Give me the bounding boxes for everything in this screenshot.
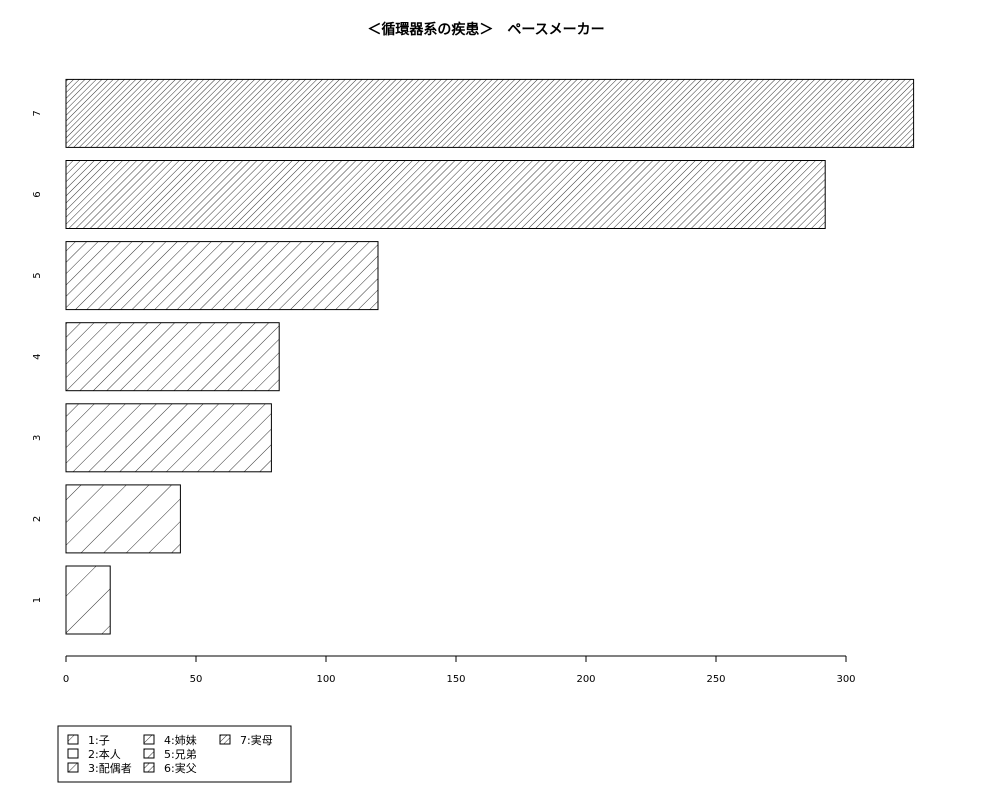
y-tick-label: 2 (32, 516, 43, 522)
legend-label: 2:本人 (88, 747, 121, 761)
bar-1 (65, 565, 111, 635)
x-axis: 0 50 100 150 200 250 300 (63, 655, 856, 685)
bar-6 (65, 160, 826, 229)
legend-label: 5:兄弟 (164, 748, 197, 761)
y-tick-label: 1 (32, 597, 43, 603)
legend-label: 6:実父 (164, 761, 197, 775)
x-tick-label: 200 (576, 674, 595, 685)
bar-5 (65, 241, 379, 311)
legend-swatch (219, 734, 231, 745)
bar-4 (65, 322, 280, 392)
x-tick-label: 100 (316, 674, 335, 685)
bars-group (65, 78, 915, 635)
legend-label: 1:子 (88, 734, 110, 747)
x-tick-label: 250 (706, 674, 725, 685)
legend-swatch (67, 734, 79, 745)
legend-swatch (143, 748, 155, 759)
y-tick-label: 7 (32, 110, 43, 116)
x-tick-label: 0 (63, 674, 69, 685)
chart-title: ＜循環器系の疾患＞ ペースメーカー (367, 21, 604, 38)
x-tick-label: 300 (836, 674, 855, 685)
x-tick-label: 150 (446, 674, 465, 685)
bar-3 (65, 403, 272, 473)
legend: 1:子2:本人3:配偶者 4:姉妹5:兄弟6:実父 7:実母 (57, 725, 292, 783)
legend-swatch (67, 748, 79, 759)
legend-label: 4:姉妹 (164, 733, 197, 747)
y-tick-label: 5 (32, 272, 43, 278)
legend-label: 3:配偶者 (88, 762, 132, 775)
y-axis-labels: 1 2 3 4 5 6 7 (32, 110, 43, 603)
legend-swatch (143, 762, 155, 773)
legend-box (57, 725, 292, 783)
y-tick-label: 3 (32, 435, 43, 441)
x-tick-label: 50 (190, 674, 203, 685)
legend-swatch (143, 734, 155, 745)
legend-swatch (67, 762, 79, 773)
legend-label: 7:実母 (240, 733, 273, 747)
bar-2 (65, 484, 181, 554)
bar-7 (65, 78, 915, 148)
y-tick-label: 4 (32, 354, 43, 360)
y-tick-label: 6 (32, 191, 43, 197)
